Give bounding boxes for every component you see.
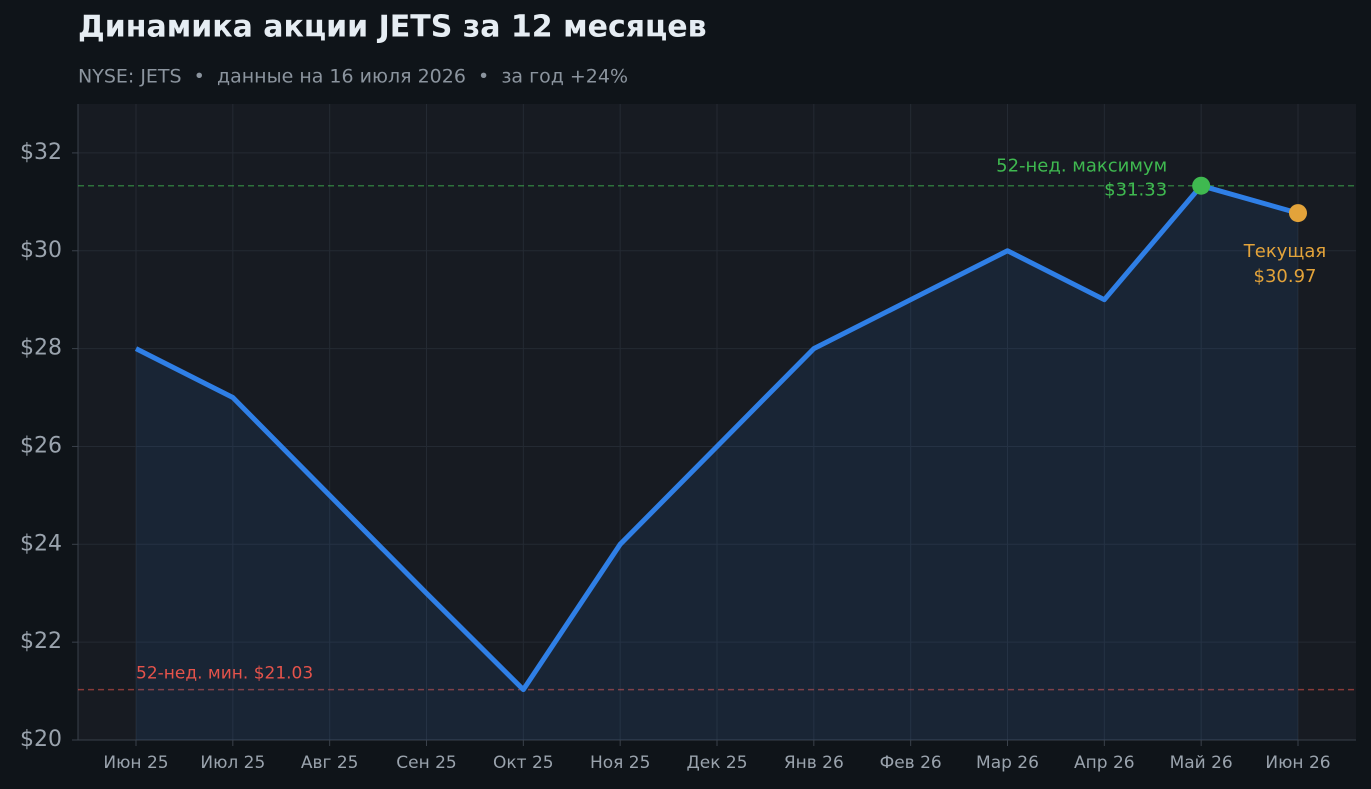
x-tick-label: Июл 25 (200, 753, 265, 773)
x-tick-label: Янв 26 (784, 753, 844, 773)
y-tick-label: $26 (20, 433, 62, 458)
y-tick-label: $22 (20, 629, 62, 654)
y-tick-label: $20 (20, 727, 62, 752)
y-tick-label: $28 (20, 336, 62, 361)
current-value-label: $30.97 (1254, 266, 1317, 287)
x-tick-label: Фев 26 (880, 753, 942, 773)
max-label: 52-нед. максимум (996, 156, 1167, 177)
max-point (1192, 176, 1211, 195)
y-tick-label: $30 (20, 238, 62, 263)
x-tick-label: Июн 26 (1265, 753, 1330, 773)
current-label: Текущая (1243, 241, 1326, 262)
x-tick-label: Май 26 (1170, 753, 1233, 773)
line (134, 183, 1299, 693)
x-tick-label: Окт 25 (493, 753, 554, 773)
x-tick-label: Авг 25 (301, 753, 359, 773)
chart-subtitle: NYSE: JETS • данные на 16 июля 2026 • за… (78, 66, 628, 88)
x-tick-label: Мар 26 (976, 753, 1039, 773)
x-tick-label: Июн 25 (103, 753, 168, 773)
x-tick-label: Дек 25 (686, 753, 747, 773)
y-tick-label: $32 (20, 140, 62, 165)
x-tick-label: Апр 26 (1074, 753, 1135, 773)
max-value-label: $31.33 (1104, 180, 1167, 201)
min-label: 52-нед. мин. $21.03 (136, 664, 313, 684)
y-tick-label: $24 (20, 531, 62, 556)
x-tick-label: Ноя 25 (590, 753, 650, 773)
chart-title: Динамика акции JETS за 12 месяцев (78, 10, 707, 45)
area (136, 185, 1298, 740)
current-point (1289, 204, 1307, 223)
x-tick-label: Сен 25 (396, 753, 456, 773)
